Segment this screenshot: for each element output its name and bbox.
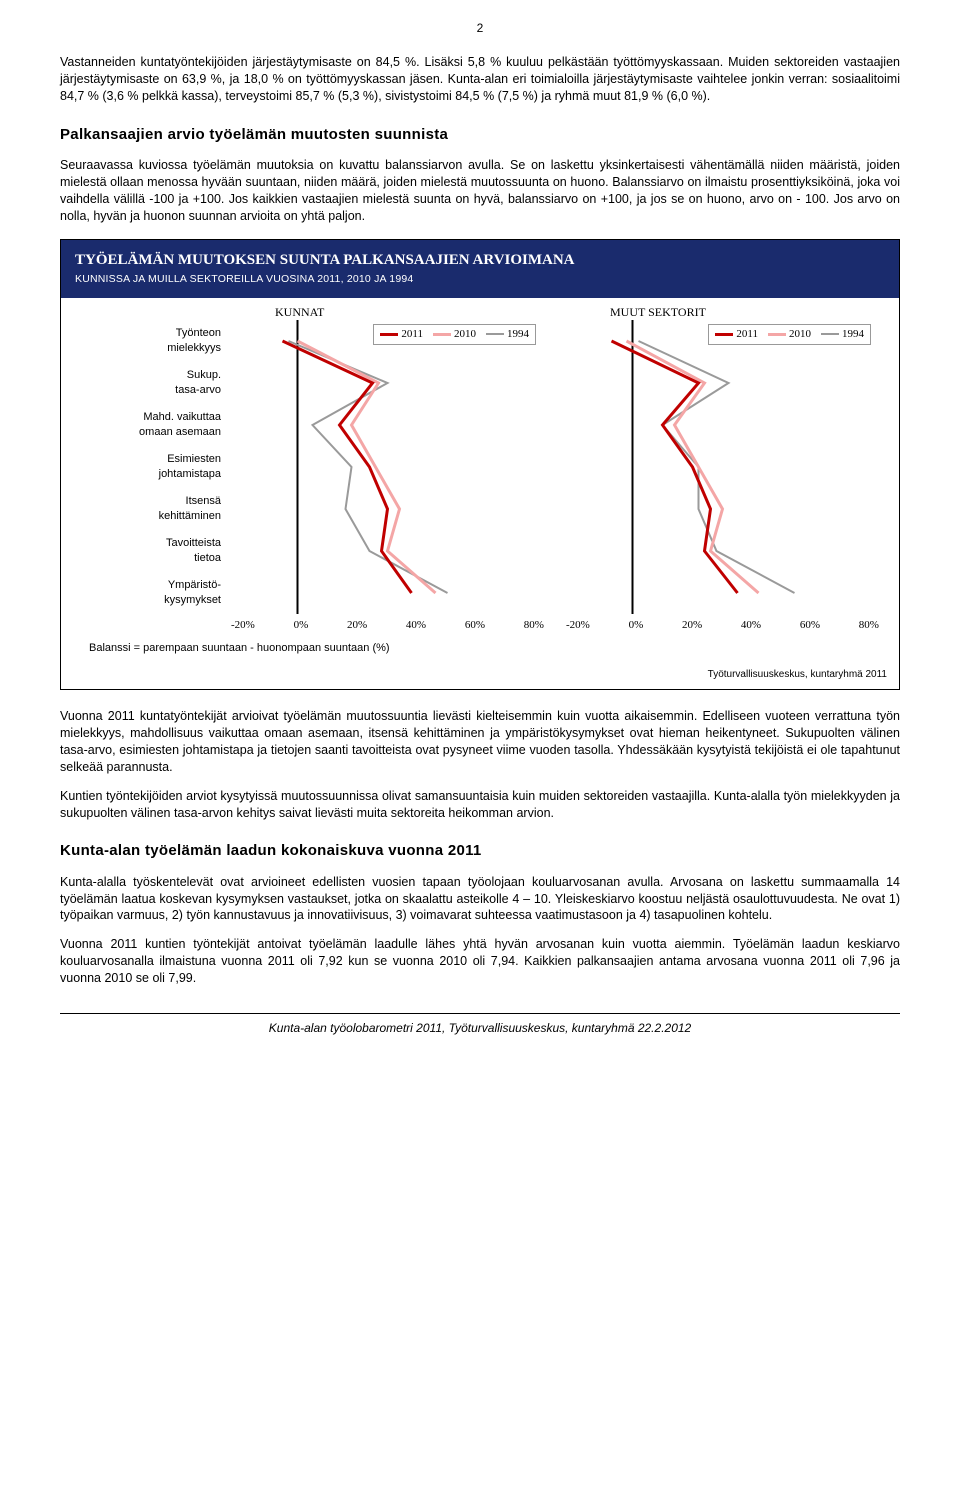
row-label: Työnteonmielekkyys [79,320,229,362]
x-tick: 40% [741,618,761,633]
x-axis-muut: -20% 0% 20% 40% 60% 80% [564,618,881,633]
panel-title-kunnat: KUNNAT [275,304,324,320]
chart-title-main: TYÖELÄMÄN MUUTOKSEN SUUNTA PALKANSAAJIEN… [75,250,885,270]
row-label: Esimiestenjohtamistapa [79,446,229,488]
panel-title-muut: MUUT SEKTORIT [610,304,706,320]
paragraph-1: Vastanneiden kuntatyöntekijöiden järjest… [60,54,900,105]
chart-body: TyönteonmielekkyysSukup.tasa-arvoMahd. v… [61,298,899,668]
legend: 201120101994 [373,324,536,345]
heading-arvio: Palkansaajien arvio työelämän muutosten … [60,125,900,145]
chart-container: TYÖELÄMÄN MUUTOKSEN SUUNTA PALKANSAAJIEN… [60,239,900,691]
heading-kokonaiskuva: Kunta-alan työelämän laadun kokonaiskuva… [60,841,900,861]
x-tick: 20% [682,618,702,633]
x-tick: 60% [800,618,820,633]
page-footer: Kunta-alan työolobarometri 2011, Työturv… [60,1013,900,1036]
x-tick: 60% [465,618,485,633]
paragraph-2: Seuraavassa kuviossa työelämän muutoksia… [60,157,900,225]
panel-kunnat: KUNNAT 201120101994 -20%0%20%40%60%80% [229,320,546,633]
paragraph-6: Vuonna 2011 kuntien työntekijät antoivat… [60,936,900,987]
row-labels: TyönteonmielekkyysSukup.tasa-arvoMahd. v… [79,320,229,633]
x-tick: 80% [859,618,879,633]
balanssi-note: Balanssi = parempaan suuntaan - huonompa… [89,641,881,656]
row-label: Ympäristö-kysymykset [79,572,229,614]
row-label: Sukup.tasa-arvo [79,362,229,404]
x-tick: -20% [231,618,255,633]
x-axis-kunnat: -20% 0% 20% 40% 60% 80% [229,618,546,633]
chart-source: Työturvallisuuskeskus, kuntaryhmä 2011 [61,668,899,690]
x-tick: -20% [566,618,590,633]
paragraph-4: Kuntien työntekijöiden arviot kysytyissä… [60,788,900,822]
x-tick: 0% [294,618,309,633]
row-label: Mahd. vaikuttaaomaan asemaan [79,404,229,446]
x-tick: 0% [629,618,644,633]
x-tick: 80% [524,618,544,633]
page-number: 2 [60,20,900,36]
paragraph-3: Vuonna 2011 kuntatyöntekijät arvioivat t… [60,708,900,776]
legend: 201120101994 [708,324,871,345]
row-label: Tavoitteistatietoa [79,530,229,572]
x-tick: 20% [347,618,367,633]
x-tick: 40% [406,618,426,633]
panel-muut: MUUT SEKTORIT 201120101994 -20%0%20%40%6… [564,320,881,633]
chart-title-sub: KUNNISSA JA MUILLA SEKTOREILLA VUOSINA 2… [75,272,885,286]
row-label: Itsensäkehittäminen [79,488,229,530]
chart-header: TYÖELÄMÄN MUUTOKSEN SUUNTA PALKANSAAJIEN… [61,240,899,298]
paragraph-5: Kunta-alalla työskentelevät ovat arvioin… [60,874,900,925]
